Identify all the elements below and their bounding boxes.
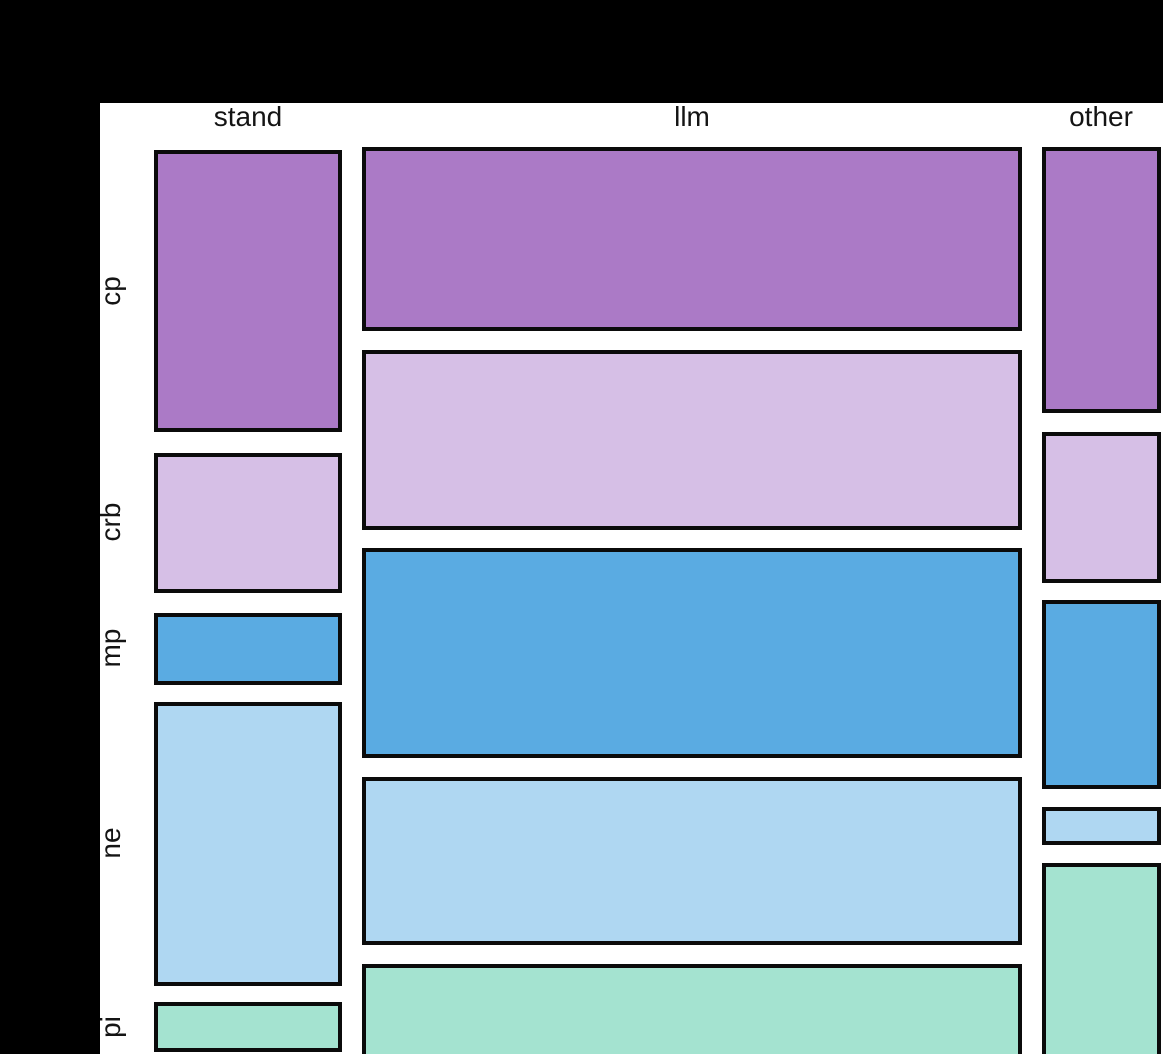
mosaic-cell-llm-cp	[362, 147, 1022, 331]
mosaic-cell-stand-cp	[154, 150, 342, 432]
mosaic-cell-stand-crb	[154, 453, 342, 593]
mosaic-cell-llm-ne	[362, 777, 1022, 945]
mosaic-cell-other-mp	[1042, 600, 1161, 789]
mosaic-cell-stand-pi	[154, 1002, 342, 1052]
mosaic-cell-stand-ne	[154, 702, 342, 986]
y-axis-label-crb: crb	[95, 502, 126, 542]
mosaic-cell-other-ne	[1042, 807, 1161, 845]
y-axis-label-cp: cp	[95, 276, 126, 306]
y-axis-label-pi: pi	[95, 1016, 126, 1038]
mosaic-cell-stand-mp	[154, 613, 342, 685]
y-axis-label-mp: mp	[95, 628, 126, 668]
x-axis-label-other: other	[1069, 101, 1133, 132]
mosaic-cell-llm-mp	[362, 548, 1022, 758]
mosaic-cell-other-crb	[1042, 432, 1161, 583]
mosaic-cell-llm-pi	[362, 964, 1022, 1054]
mosaic-cell-llm-crb	[362, 350, 1022, 530]
mosaic-cell-other-pi	[1042, 863, 1161, 1054]
x-axis-label-stand: stand	[213, 101, 283, 132]
mosaic-cell-other-cp	[1042, 147, 1161, 413]
y-axis-label-ne: ne	[95, 827, 126, 859]
x-axis-label-llm: llm	[674, 101, 710, 132]
